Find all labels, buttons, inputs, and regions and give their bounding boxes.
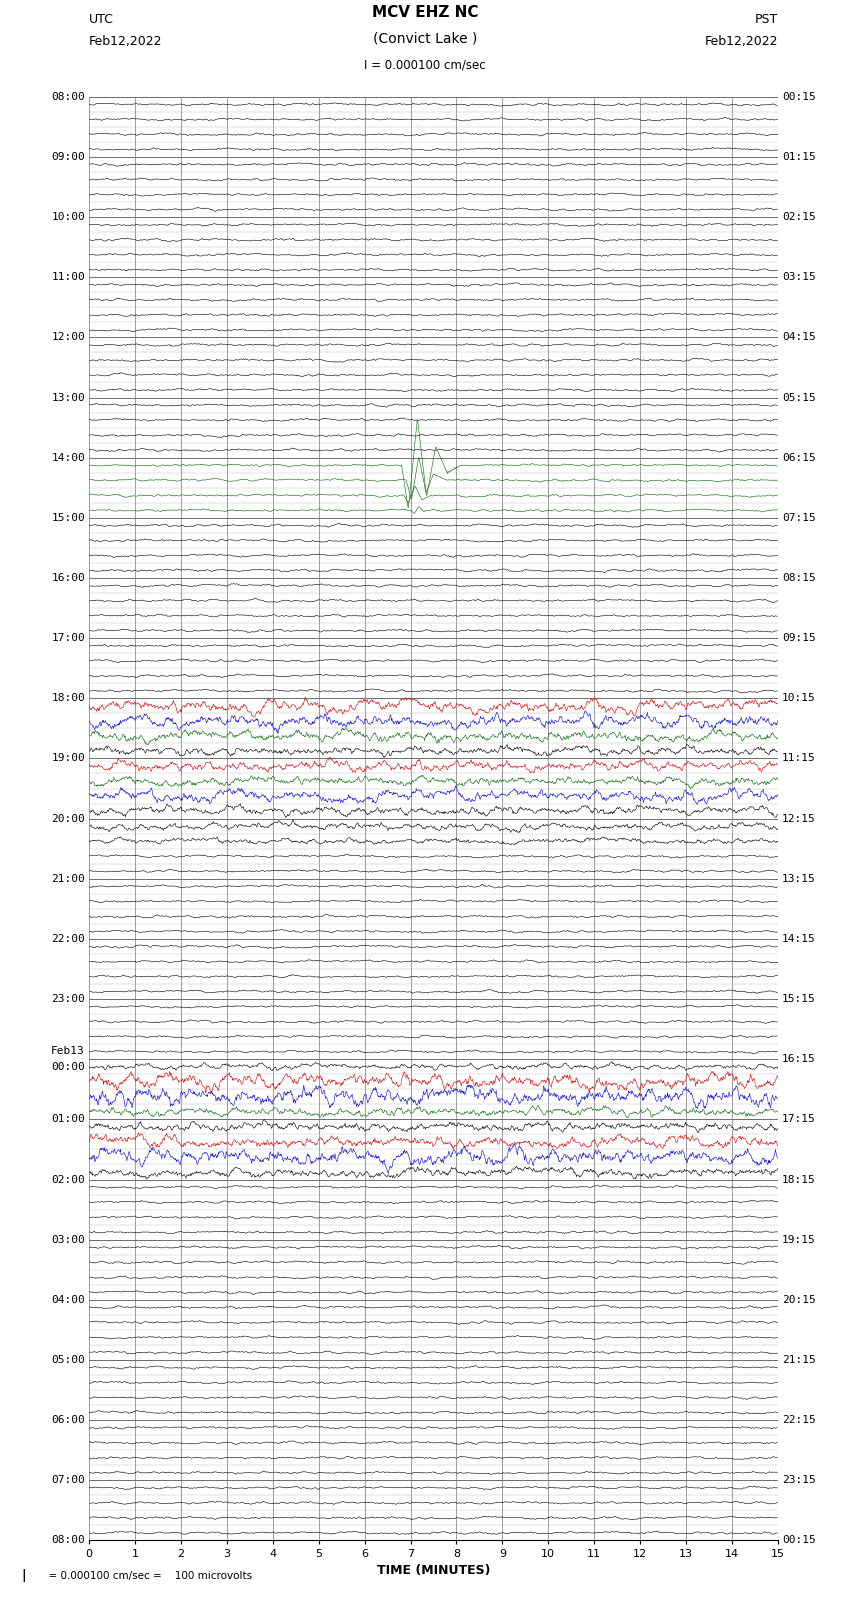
Text: 16:15: 16:15	[782, 1055, 816, 1065]
Text: = 0.000100 cm/sec =    100 microvolts: = 0.000100 cm/sec = 100 microvolts	[42, 1571, 252, 1581]
Text: 03:00: 03:00	[51, 1234, 85, 1245]
Text: 09:00: 09:00	[51, 152, 85, 161]
Text: |: |	[21, 1569, 26, 1582]
Text: 08:00: 08:00	[51, 92, 85, 102]
Text: 06:00: 06:00	[51, 1415, 85, 1426]
Text: 12:00: 12:00	[51, 332, 85, 342]
Text: Feb13: Feb13	[51, 1047, 85, 1057]
Text: 00:00: 00:00	[51, 1063, 85, 1073]
Text: 22:15: 22:15	[782, 1415, 816, 1426]
Text: 02:15: 02:15	[782, 211, 816, 223]
Text: PST: PST	[755, 13, 778, 26]
Text: 03:15: 03:15	[782, 273, 816, 282]
Text: 23:15: 23:15	[782, 1476, 816, 1486]
Text: 18:00: 18:00	[51, 694, 85, 703]
Text: 17:15: 17:15	[782, 1115, 816, 1124]
X-axis label: TIME (MINUTES): TIME (MINUTES)	[377, 1563, 490, 1576]
Text: 21:15: 21:15	[782, 1355, 816, 1365]
Text: 04:15: 04:15	[782, 332, 816, 342]
Text: 19:15: 19:15	[782, 1234, 816, 1245]
Text: (Convict Lake ): (Convict Lake )	[373, 32, 477, 45]
Text: 20:15: 20:15	[782, 1295, 816, 1305]
Text: 08:15: 08:15	[782, 573, 816, 582]
Text: 07:00: 07:00	[51, 1476, 85, 1486]
Text: 00:15: 00:15	[782, 92, 816, 102]
Text: I = 0.000100 cm/sec: I = 0.000100 cm/sec	[364, 58, 486, 71]
Text: 19:00: 19:00	[51, 753, 85, 763]
Text: 18:15: 18:15	[782, 1174, 816, 1184]
Text: 11:00: 11:00	[51, 273, 85, 282]
Text: 16:00: 16:00	[51, 573, 85, 582]
Text: 05:00: 05:00	[51, 1355, 85, 1365]
Text: 06:15: 06:15	[782, 453, 816, 463]
Text: Feb12,2022: Feb12,2022	[705, 35, 778, 48]
Text: 20:00: 20:00	[51, 813, 85, 824]
Text: 23:00: 23:00	[51, 994, 85, 1003]
Text: 12:15: 12:15	[782, 813, 816, 824]
Text: 15:00: 15:00	[51, 513, 85, 523]
Text: 13:15: 13:15	[782, 874, 816, 884]
Text: 05:15: 05:15	[782, 392, 816, 403]
Text: 15:15: 15:15	[782, 994, 816, 1003]
Text: 07:15: 07:15	[782, 513, 816, 523]
Text: 02:00: 02:00	[51, 1174, 85, 1184]
Text: 04:00: 04:00	[51, 1295, 85, 1305]
Text: MCV EHZ NC: MCV EHZ NC	[371, 5, 479, 21]
Text: 22:00: 22:00	[51, 934, 85, 944]
Text: 17:00: 17:00	[51, 634, 85, 644]
Text: 01:00: 01:00	[51, 1115, 85, 1124]
Text: 13:00: 13:00	[51, 392, 85, 403]
Text: 11:15: 11:15	[782, 753, 816, 763]
Text: 01:15: 01:15	[782, 152, 816, 161]
Text: Feb12,2022: Feb12,2022	[89, 35, 162, 48]
Text: UTC: UTC	[89, 13, 114, 26]
Text: 10:15: 10:15	[782, 694, 816, 703]
Text: 21:00: 21:00	[51, 874, 85, 884]
Text: 08:00: 08:00	[51, 1536, 85, 1545]
Text: 14:15: 14:15	[782, 934, 816, 944]
Text: 14:00: 14:00	[51, 453, 85, 463]
Text: 09:15: 09:15	[782, 634, 816, 644]
Text: 10:00: 10:00	[51, 211, 85, 223]
Text: 00:15: 00:15	[782, 1536, 816, 1545]
